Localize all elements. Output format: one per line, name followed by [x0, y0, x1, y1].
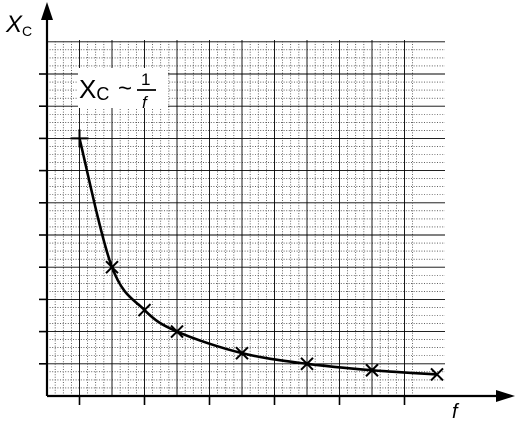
marker-stroke — [430, 367, 444, 382]
formula-denominator: f — [142, 93, 149, 112]
chart-series — [78, 137, 439, 376]
marker-stroke — [170, 324, 184, 339]
marker-stroke — [105, 260, 119, 274]
marker-stroke — [137, 303, 152, 317]
formula-annotation: XC ~ 1 f — [78, 68, 168, 112]
marker-stroke — [300, 357, 314, 371]
formula-lhs: XC — [79, 74, 109, 104]
y-axis-label: XC — [5, 11, 32, 39]
formula-background — [78, 68, 168, 108]
formula-lhs-sub: C — [96, 84, 109, 104]
series-curve — [78, 137, 439, 376]
data-point-marker — [235, 346, 249, 360]
chart-ticks — [39, 73, 406, 405]
formula-relation: ~ — [118, 75, 132, 102]
formula-lhs-main: X — [79, 74, 96, 104]
data-point-marker — [70, 129, 89, 148]
data-point-marker — [300, 357, 314, 371]
formula-numerator: 1 — [141, 70, 150, 89]
y-axis-label-sub: C — [22, 23, 32, 39]
chart-axes — [41, 2, 515, 402]
data-point-marker — [137, 303, 152, 317]
data-point-marker — [430, 367, 444, 382]
x-axis-label: f — [452, 401, 460, 423]
marker-stroke — [365, 363, 379, 377]
chart-markers — [70, 129, 444, 382]
y-axis-label-main: X — [5, 11, 23, 38]
data-point-marker — [170, 324, 184, 339]
x-axis-arrow — [496, 390, 515, 402]
y-axis-arrow — [41, 2, 53, 20]
marker-stroke — [235, 346, 249, 360]
data-point-marker — [105, 260, 119, 274]
data-point-marker — [365, 363, 379, 377]
